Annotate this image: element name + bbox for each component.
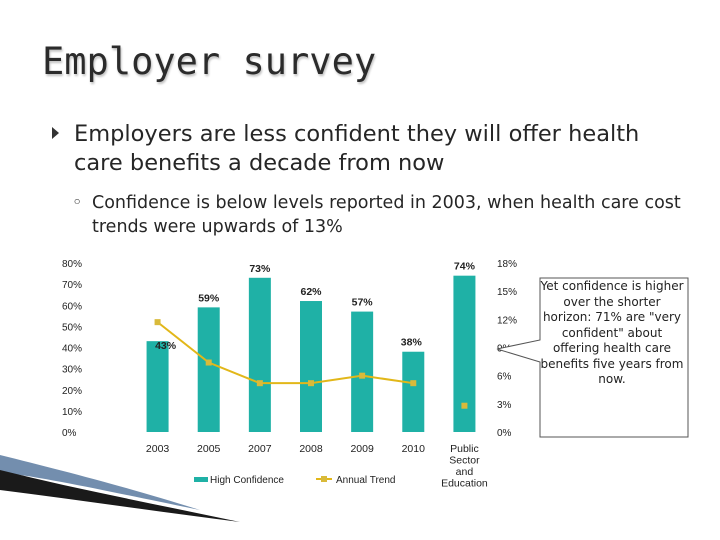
left-tick-label: 50% bbox=[62, 322, 82, 333]
callout-shape bbox=[496, 277, 689, 438]
left-axis: 80% 70% 60% 50% 40% 30% 20% 10% 0% bbox=[62, 259, 82, 439]
bar-data-label: 57% bbox=[352, 297, 374, 309]
left-tick-label: 80% bbox=[62, 259, 82, 270]
x-tick-label: 2009 bbox=[350, 443, 374, 455]
left-tick-label: 20% bbox=[62, 386, 82, 397]
slide-title: Employer survey bbox=[42, 40, 377, 83]
x-tick-label: 2005 bbox=[197, 443, 221, 455]
trend-marker bbox=[461, 402, 468, 409]
bar bbox=[402, 351, 425, 432]
left-tick-label: 30% bbox=[62, 365, 82, 376]
bullet-1-text: Employers are less confident they will o… bbox=[74, 121, 640, 176]
bar-data-label: 73% bbox=[249, 263, 271, 275]
bar-data-label: 62% bbox=[300, 286, 322, 298]
left-tick-label: 70% bbox=[62, 280, 82, 291]
trend-series bbox=[154, 319, 468, 409]
bar-data-label: 74% bbox=[454, 261, 476, 273]
left-tick-label: 10% bbox=[62, 407, 82, 418]
x-axis-labels: 2003 2005 2007 2008 2009 2010 PublicSectorandE… bbox=[146, 443, 488, 490]
bar bbox=[197, 307, 220, 432]
left-tick-label: 60% bbox=[62, 301, 82, 312]
bar-data-label: 38% bbox=[401, 337, 423, 349]
trend-marker bbox=[256, 380, 263, 387]
trend-marker bbox=[410, 380, 417, 387]
bar bbox=[453, 275, 476, 432]
trend-marker bbox=[205, 359, 212, 366]
left-tick-label: 0% bbox=[62, 428, 77, 439]
triangle-bullet-icon bbox=[52, 127, 59, 139]
right-tick-label: 0% bbox=[497, 428, 512, 439]
left-tick-label: 40% bbox=[62, 344, 82, 355]
right-tick-label: 12% bbox=[497, 315, 517, 326]
bar bbox=[248, 277, 271, 432]
swoosh-shape bbox=[0, 470, 240, 522]
legend-label: High Confidence bbox=[210, 475, 284, 486]
trend-marker bbox=[154, 319, 161, 326]
trend-marker bbox=[359, 372, 366, 379]
callout-box bbox=[496, 277, 689, 438]
bar bbox=[146, 341, 169, 432]
trend-marker bbox=[308, 380, 314, 387]
callout-text: Yet confidence is higher over the shorte… bbox=[540, 279, 684, 386]
legend-swatch-marker bbox=[321, 476, 327, 482]
x-tick-label: and bbox=[456, 466, 474, 478]
legend: High Confidence Annual Trend bbox=[194, 475, 396, 486]
right-tick-label: 15% bbox=[497, 287, 517, 298]
bar-data-label: 43% bbox=[155, 340, 177, 352]
bar bbox=[351, 311, 374, 432]
right-tick-label: 3% bbox=[497, 400, 512, 411]
x-tick-label: 2010 bbox=[402, 443, 426, 455]
x-tick-label: 2008 bbox=[299, 443, 323, 455]
bar-series: 43% 59% 73% 62% 57% 38% 74% bbox=[146, 261, 476, 432]
legend-swatch-bar bbox=[194, 477, 208, 482]
right-tick-label: 6% bbox=[497, 372, 512, 383]
x-tick-label: 2003 bbox=[146, 443, 170, 455]
trend-line bbox=[156, 321, 414, 385]
x-tick-label: Education bbox=[441, 478, 488, 490]
x-tick-label: Public bbox=[450, 443, 479, 455]
bullet-2-text: Confidence is below levels reported in 2… bbox=[92, 193, 681, 237]
x-tick-label: Sector bbox=[449, 455, 480, 467]
right-tick-label: 18% bbox=[497, 259, 517, 270]
bar bbox=[300, 301, 322, 432]
x-tick-label: 2007 bbox=[248, 443, 272, 455]
bar-data-label: 59% bbox=[198, 292, 220, 304]
legend-label: Annual Trend bbox=[336, 475, 396, 486]
circle-bullet-icon: ◦ bbox=[72, 193, 83, 213]
swoosh-shape bbox=[0, 455, 200, 510]
slide-decoration bbox=[0, 455, 240, 522]
